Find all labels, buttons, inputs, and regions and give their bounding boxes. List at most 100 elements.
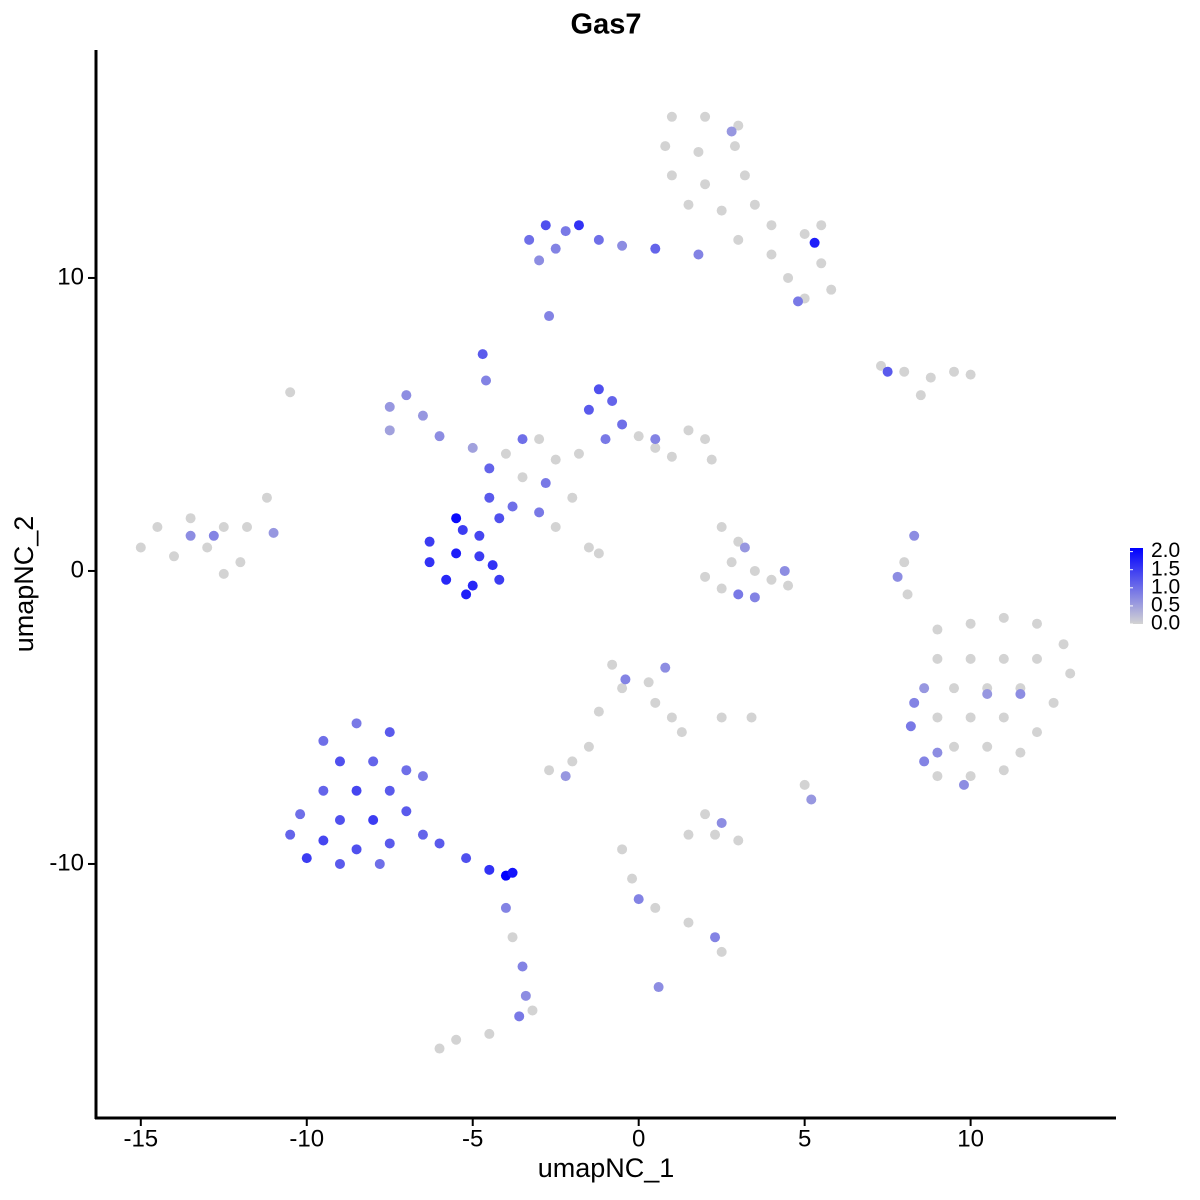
cell-point (716, 946, 727, 957)
cell-point (710, 932, 721, 943)
cell-point (882, 366, 893, 377)
cell-point (666, 712, 677, 723)
cell-point (965, 653, 976, 664)
cell-point (799, 779, 810, 790)
cell-point (716, 817, 727, 828)
cell-point (1032, 618, 1043, 629)
cell-point (384, 425, 395, 436)
cell-point (766, 249, 777, 260)
cell-point (909, 697, 920, 708)
x-tick-label: -5 (462, 1125, 483, 1152)
cell-point (567, 756, 578, 767)
cell-point (643, 677, 654, 688)
cell-point (729, 141, 740, 152)
y-tick-label: -10 (49, 849, 84, 876)
cell-point (285, 829, 296, 840)
cell-point (617, 844, 628, 855)
cell-point (593, 234, 604, 245)
cell-point (749, 592, 760, 603)
cell-point (949, 366, 960, 377)
cell-point (334, 815, 345, 826)
cell-point (932, 747, 943, 758)
cell-point (793, 296, 804, 307)
cell-point (550, 243, 561, 254)
cell-point (733, 589, 744, 600)
colorbar-tick-label: 0.5 (1151, 593, 1180, 616)
cell-point (706, 454, 717, 465)
cell-point (560, 226, 571, 237)
cell-point (573, 220, 584, 231)
cell-point (919, 683, 930, 694)
cell-point (517, 472, 528, 483)
cell-point (650, 697, 661, 708)
cell-point (965, 618, 976, 629)
cell-point (368, 756, 379, 767)
cell-point (998, 612, 1009, 623)
cell-point (816, 258, 827, 269)
cell-point (540, 478, 551, 489)
cell-point (507, 501, 518, 512)
cell-point (550, 522, 561, 533)
cell-point (779, 565, 790, 576)
cell-point (905, 721, 916, 732)
cell-point (261, 492, 272, 503)
cell-point (739, 542, 750, 553)
cell-point (909, 530, 920, 541)
cell-point (710, 829, 721, 840)
cell-point (534, 434, 545, 445)
cell-point (1015, 689, 1026, 700)
cell-point (683, 199, 694, 210)
cell-point (467, 580, 478, 591)
cell-point (1015, 747, 1026, 758)
cell-point (749, 199, 760, 210)
cell-point (620, 674, 631, 685)
cell-point (500, 902, 511, 913)
cell-point (474, 530, 485, 541)
cell-point (318, 785, 329, 796)
cell-point (152, 522, 163, 533)
cell-point (826, 284, 837, 295)
cell-point (766, 574, 777, 585)
cell-point (949, 683, 960, 694)
cell-point (965, 712, 976, 723)
cell-point (514, 1011, 525, 1022)
cell-point (965, 369, 976, 380)
cell-point (925, 372, 936, 383)
x-tick-label: -10 (289, 1125, 324, 1152)
cell-point (683, 425, 694, 436)
cell-point (733, 234, 744, 245)
y-tick-label: 10 (57, 263, 84, 290)
cell-point (998, 712, 1009, 723)
cell-point (424, 536, 435, 547)
cell-point (899, 366, 910, 377)
cell-point (424, 557, 435, 568)
cell-point (185, 513, 196, 524)
cell-point (783, 580, 794, 591)
cell-point (334, 756, 345, 767)
cell-point (1048, 697, 1059, 708)
cell-point (617, 240, 628, 251)
cell-point (560, 771, 571, 782)
cell-point (633, 894, 644, 905)
cell-point (783, 272, 794, 283)
cell-point (617, 419, 628, 430)
cell-point (534, 255, 545, 266)
cell-point (544, 765, 555, 776)
cell-point (733, 120, 744, 131)
cell-point (676, 727, 687, 738)
x-tick-label: -15 (123, 1125, 158, 1152)
cell-point (965, 771, 976, 782)
cell-point (135, 542, 146, 553)
cell-point (417, 771, 428, 782)
cell-point (573, 448, 584, 459)
cell-point (593, 548, 604, 559)
cell-point (457, 524, 468, 535)
cell-point (517, 961, 528, 972)
cell-point (716, 522, 727, 533)
cell-point (998, 765, 1009, 776)
cell-point (1032, 653, 1043, 664)
cell-point (540, 220, 551, 231)
cell-point (467, 442, 478, 453)
cell-point (517, 434, 528, 445)
